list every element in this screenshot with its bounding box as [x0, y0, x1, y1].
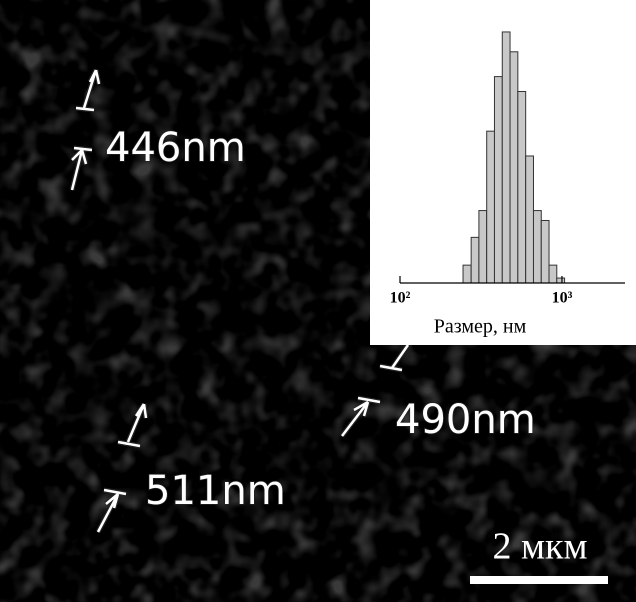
x-tick-label: 10² — [390, 290, 411, 307]
bar — [502, 32, 510, 283]
bar — [471, 237, 479, 283]
bar — [494, 77, 502, 283]
bar — [518, 91, 526, 283]
scale-label: 2 мкм — [492, 526, 587, 568]
bar — [479, 211, 487, 283]
measure-label: 446nm — [105, 125, 246, 171]
bar — [510, 52, 518, 283]
x-axis-label: Размер, нм — [434, 316, 527, 338]
bar — [557, 278, 565, 283]
bar — [549, 265, 557, 283]
figure: 446nm 490nm 511nm 2 мкм Размер, нм 10² 10… — [0, 0, 636, 602]
measure-label: 511nm — [145, 468, 286, 514]
x-tick-label: 10³ — [552, 290, 573, 307]
bar — [541, 220, 549, 283]
bar — [533, 211, 541, 283]
bar — [487, 131, 495, 283]
measure-label: 490nm — [395, 397, 536, 443]
bar — [526, 156, 534, 283]
bar — [463, 265, 471, 283]
